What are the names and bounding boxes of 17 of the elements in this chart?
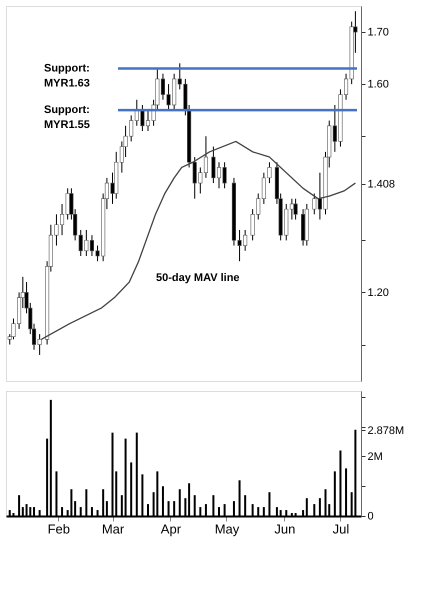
candlestick <box>294 198 298 220</box>
x-tick-label: Apr <box>160 522 182 536</box>
y-tick-label: 2M <box>368 450 383 463</box>
x-tick-label: Jun <box>274 522 296 536</box>
y-tick-label: 1.70 <box>368 26 389 39</box>
ref-line-label: Support: MYR1.55 <box>44 104 90 132</box>
x-tick-label: Feb <box>48 522 70 536</box>
ref-line-label: Support: MYR1.63 <box>44 62 90 90</box>
x-tick-label: Jul <box>332 522 350 536</box>
y-tick-label: 1.60 <box>368 78 389 91</box>
y-tick-label: 2.878M <box>368 424 404 437</box>
annotation: 50-day MAV line <box>156 272 240 284</box>
y-tick-label: 1.408 <box>368 178 396 191</box>
x-tick-label: May <box>214 522 240 536</box>
y-tick-label: 1.20 <box>368 286 389 299</box>
x-tick-label: Mar <box>102 522 125 536</box>
y-tick-label: 0 <box>368 510 374 522</box>
